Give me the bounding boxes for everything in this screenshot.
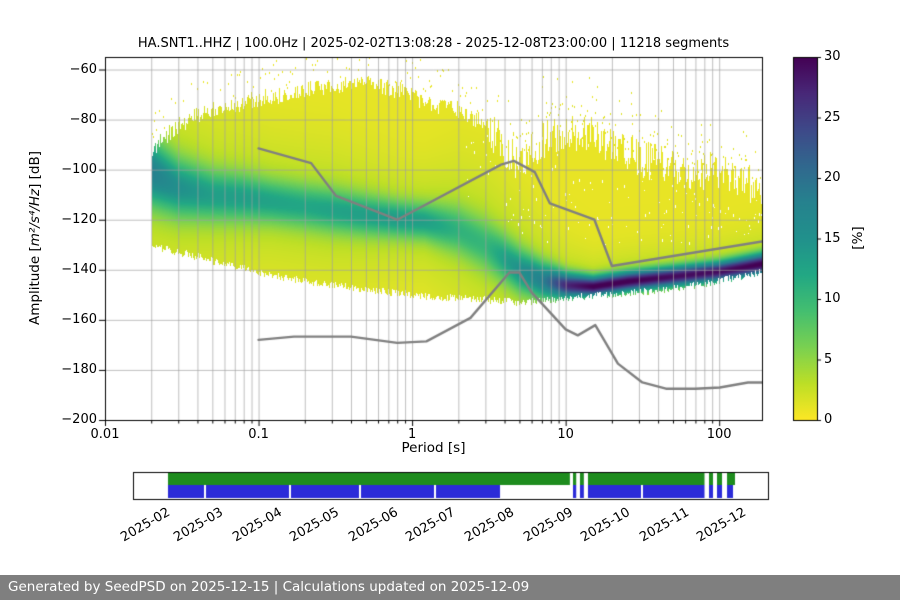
x-tick-label: 1 — [407, 427, 417, 442]
colorbar-tick-label: 10 — [824, 291, 841, 306]
colorbar-tick-label: 15 — [824, 230, 841, 246]
footer-text: Generated by SeedPSD on 2025-12-15 | Cal… — [8, 579, 530, 595]
y-tick-label: −200 — [61, 412, 97, 427]
colorbar-tick-label: 30 — [824, 49, 841, 64]
chart-title: HA.SNT1..HHZ | 100.0Hz | 2025-02-02T13:0… — [137, 36, 730, 51]
y-tick-label: −100 — [61, 161, 97, 177]
colorbar-tick-label: 20 — [824, 170, 841, 185]
x-tick-label: 10 — [557, 427, 574, 442]
colorbar-tick-label: 5 — [824, 351, 833, 367]
x-tick-label: 100 — [706, 427, 732, 442]
x-axis-label: Period [s] — [401, 440, 466, 456]
colorbar-tick-label: 0 — [824, 412, 833, 427]
footer-bar: Generated by SeedPSD on 2025-12-15 | Cal… — [0, 575, 900, 600]
y-tick-label: −180 — [61, 361, 97, 377]
colorbar-tick-label: 25 — [824, 109, 841, 125]
x-tick-label: 0.01 — [90, 427, 120, 442]
figure-canvas — [0, 0, 900, 575]
y-tick-label: −80 — [69, 111, 97, 127]
y-tick-label: −60 — [69, 61, 97, 77]
y-tick-label: −140 — [61, 261, 97, 277]
y-tick-label: −160 — [61, 311, 97, 327]
x-tick-label: 0.1 — [248, 427, 269, 442]
y-tick-label: −120 — [61, 211, 97, 227]
